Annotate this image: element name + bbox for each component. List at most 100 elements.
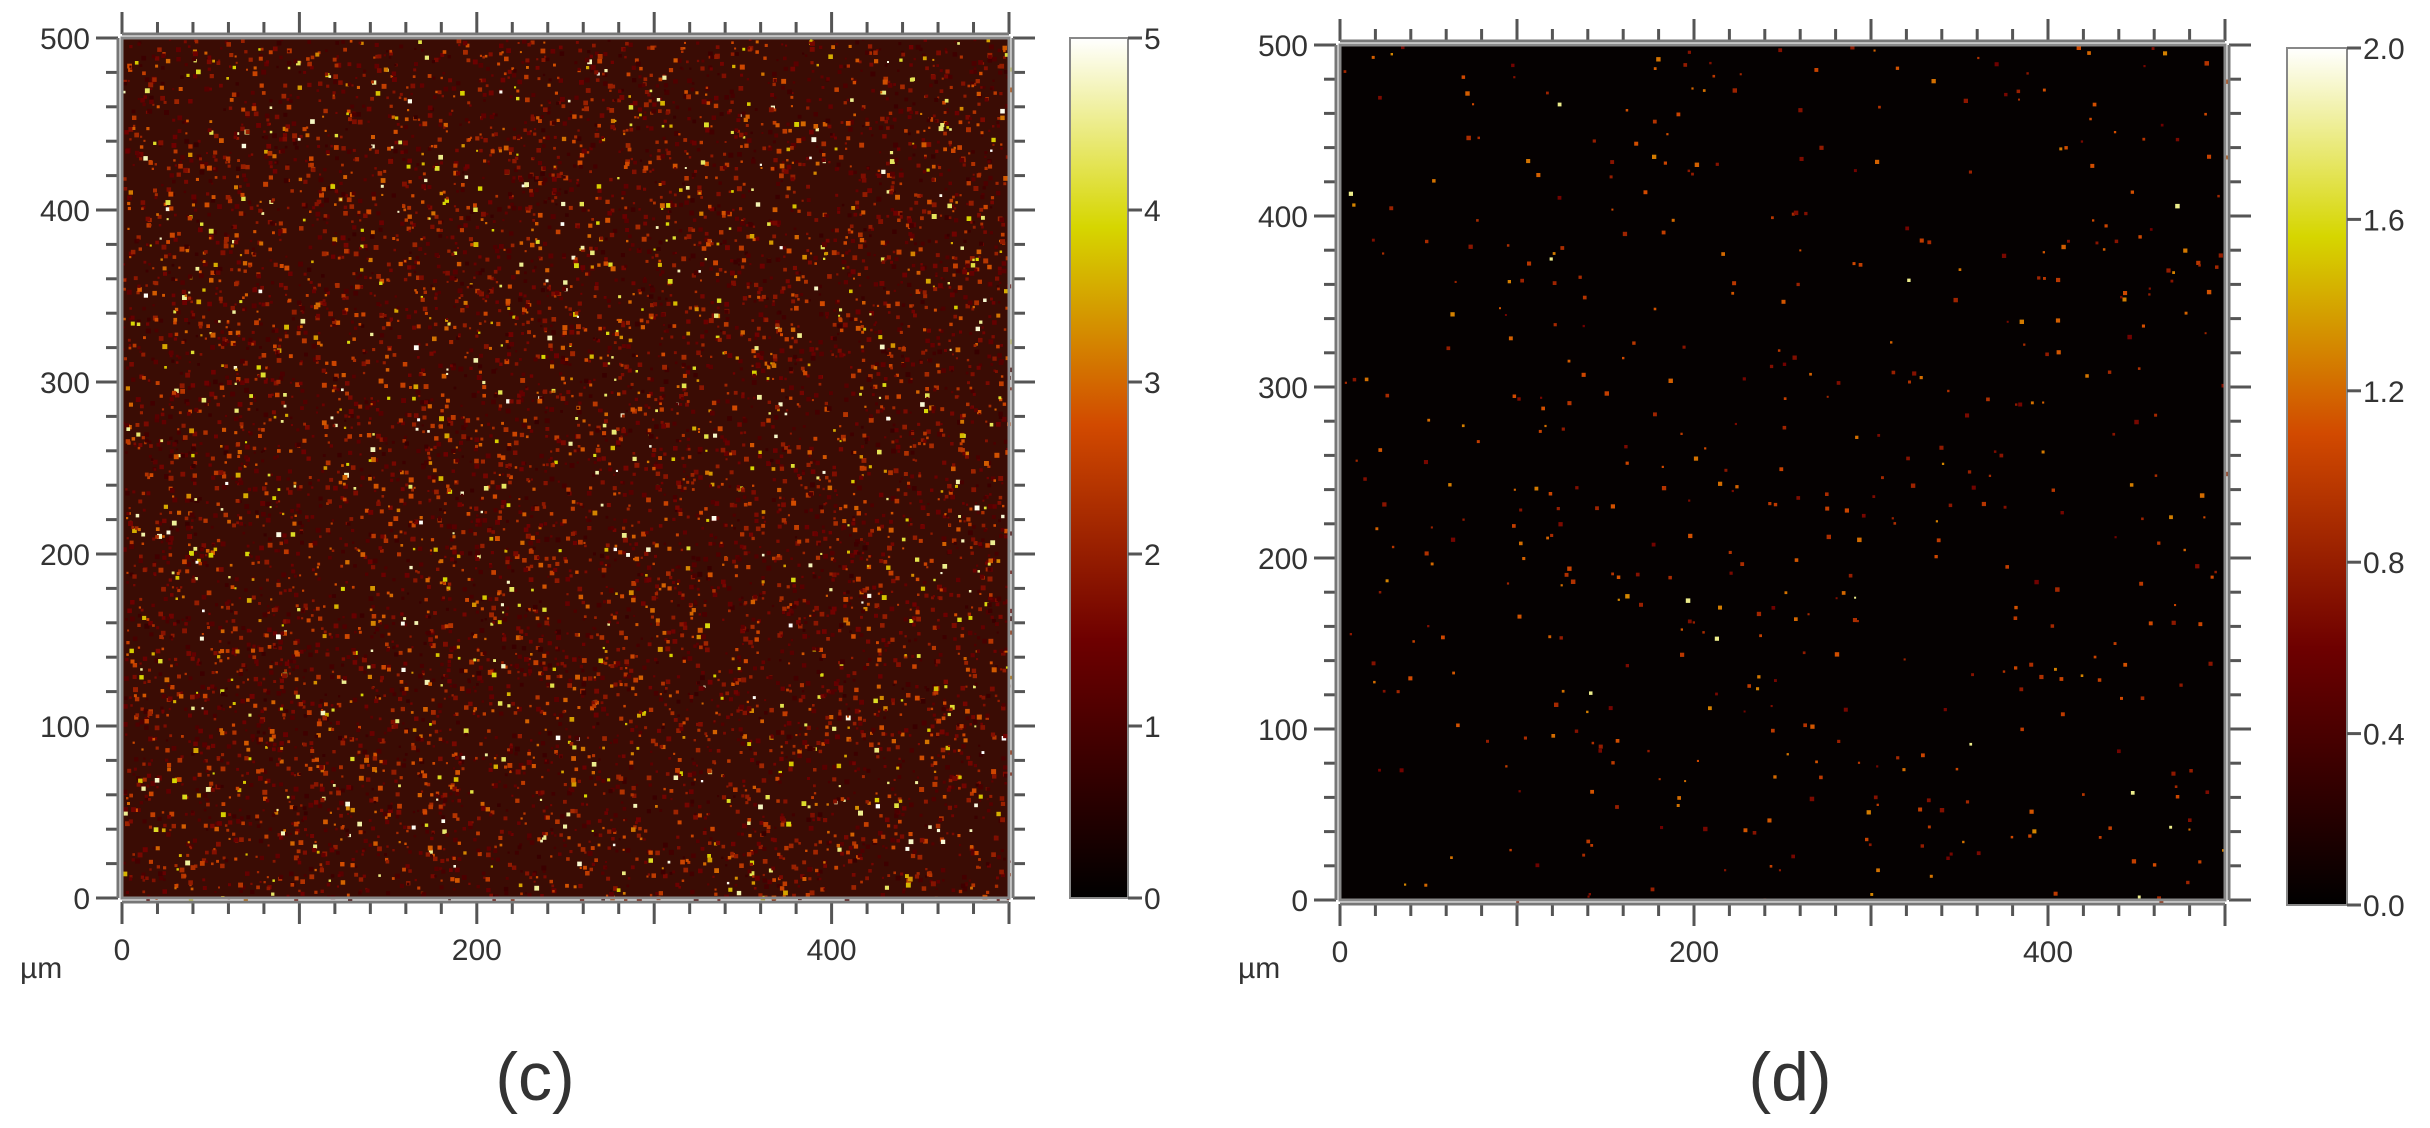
heatmap-point — [524, 271, 527, 275]
heatmap-point — [602, 98, 605, 102]
heatmap-point — [225, 481, 229, 485]
heatmap-point — [248, 654, 252, 658]
heatmap-point — [723, 438, 727, 443]
heatmap-point — [142, 890, 146, 894]
heatmap-point — [820, 552, 823, 555]
heatmap-point — [254, 377, 258, 381]
heatmap-point — [416, 275, 421, 280]
heatmap-point — [980, 134, 983, 137]
heatmap-point — [625, 722, 628, 726]
heatmap-point — [665, 239, 668, 242]
heatmap-point — [555, 537, 561, 543]
heatmap-point — [602, 792, 606, 795]
heatmap-point — [478, 80, 481, 83]
heatmap-point — [234, 577, 239, 582]
heatmap-point — [268, 537, 272, 542]
heatmap-point — [491, 605, 496, 611]
heatmap-point — [262, 789, 268, 795]
heatmap-point — [293, 855, 299, 861]
heatmap-point — [235, 786, 240, 791]
heatmap-point — [328, 879, 331, 882]
heatmap-point — [801, 386, 804, 389]
heatmap-point — [520, 892, 523, 896]
heatmap-point — [966, 272, 970, 275]
heatmap-point — [185, 644, 191, 650]
heatmap-point — [237, 450, 242, 455]
heatmap-point — [229, 563, 233, 567]
heatmap-point — [676, 835, 680, 839]
heatmap-point — [379, 759, 383, 764]
heatmap-point — [417, 343, 421, 346]
heatmap-point — [525, 608, 530, 612]
heatmap-point — [951, 466, 956, 472]
heatmap-point — [966, 755, 970, 760]
heatmap-point — [135, 858, 141, 864]
heatmap-point — [830, 336, 835, 341]
heatmap-point — [334, 423, 338, 428]
heatmap-point — [725, 317, 730, 321]
heatmap-point — [401, 763, 406, 768]
heatmap-point — [480, 459, 485, 464]
heatmap-point — [773, 158, 778, 163]
heatmap-point — [198, 270, 202, 274]
heatmap-point — [587, 526, 592, 531]
heatmap-point — [527, 425, 531, 429]
heatmap-point — [702, 831, 707, 835]
heatmap-point — [585, 871, 590, 876]
heatmap-point — [947, 549, 952, 555]
heatmap-point — [430, 423, 435, 429]
heatmap-point — [722, 331, 726, 335]
heatmap-point — [588, 359, 591, 363]
heatmap-point — [846, 98, 850, 102]
heatmap-point — [966, 517, 971, 522]
heatmap-point — [597, 819, 602, 823]
heatmap-point — [673, 79, 678, 84]
heatmap-point — [773, 166, 778, 171]
heatmap-point — [461, 503, 464, 507]
heatmap-point — [985, 381, 990, 385]
heatmap-point — [942, 564, 948, 569]
heatmap-point — [168, 470, 171, 473]
heatmap-point — [396, 673, 400, 677]
heatmap-point — [487, 160, 490, 163]
heatmap-point — [697, 593, 701, 596]
heatmap-point — [784, 412, 788, 416]
heatmap-point — [538, 119, 542, 123]
heatmap-point — [832, 336, 837, 341]
heatmap-point — [515, 635, 521, 641]
heatmap-point — [871, 88, 875, 93]
heatmap-point — [437, 703, 443, 708]
heatmap-point — [974, 725, 977, 728]
heatmap-point — [434, 866, 439, 871]
heatmap-point — [649, 89, 653, 93]
heatmap-point — [985, 716, 989, 720]
heatmap-point — [516, 96, 520, 101]
heatmap-point — [537, 212, 543, 218]
heatmap-point — [176, 868, 179, 871]
heatmap-point — [847, 859, 853, 864]
heatmap-point — [960, 883, 966, 888]
heatmap-point — [336, 702, 342, 708]
heatmap-point — [639, 113, 642, 117]
heatmap-point — [171, 638, 174, 641]
heatmap-point — [316, 733, 321, 738]
heatmap-point — [707, 857, 713, 863]
heatmap-point — [610, 787, 615, 792]
heatmap-point — [211, 182, 214, 185]
heatmap-point — [613, 738, 618, 744]
heatmap-point — [453, 161, 459, 166]
heatmap-point — [836, 162, 841, 167]
heatmap-point — [517, 670, 520, 674]
heatmap-point — [721, 682, 726, 687]
heatmap-point — [561, 355, 565, 360]
heatmap-point — [798, 698, 803, 703]
heatmap-point — [285, 789, 288, 792]
heatmap-point — [998, 301, 1001, 304]
heatmap-point — [199, 353, 203, 356]
heatmap-point — [609, 889, 612, 892]
heatmap-point — [916, 390, 920, 394]
heatmap-point — [826, 848, 829, 851]
heatmap-point — [126, 571, 129, 574]
heatmap-point — [870, 328, 873, 332]
heatmap-point — [171, 571, 175, 575]
